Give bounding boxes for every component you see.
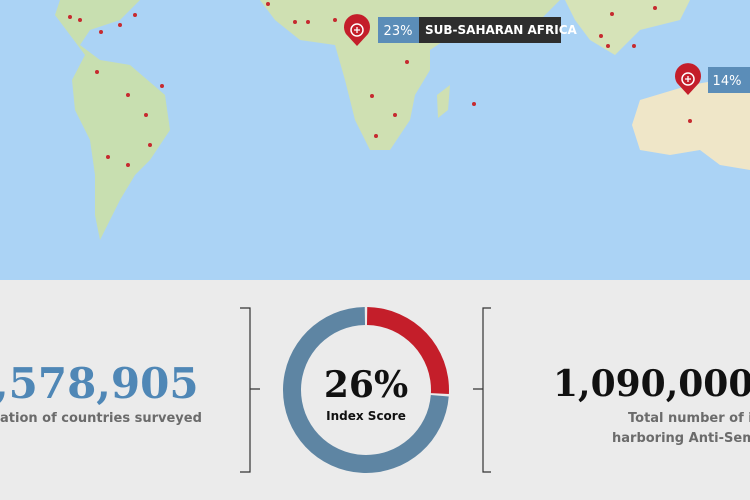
stat-caption: ation of countries surveyed <box>0 411 202 426</box>
score-label: 26% <box>324 364 408 406</box>
marker-percent: 23% <box>384 24 413 39</box>
stat-caption: harboring Anti-Semitic a <box>612 431 750 446</box>
marker-pin[interactable] <box>675 63 702 95</box>
marker-percent: 14% <box>713 74 742 89</box>
bracket <box>473 307 491 473</box>
madagascar <box>437 85 450 118</box>
south-america <box>55 0 170 240</box>
stat-number: 1,090,000 <box>553 363 750 405</box>
bracket <box>240 307 260 473</box>
stat-caption: Total number of indiv <box>628 411 750 426</box>
asia <box>565 0 690 55</box>
donut <box>283 307 449 473</box>
africa <box>260 0 560 150</box>
marker-region-box <box>419 17 561 43</box>
map[interactable]: 23% SUB-SAHARAN AFRICA 14% <box>0 0 750 280</box>
marker-pin[interactable] <box>344 14 370 47</box>
map-dots <box>68 2 692 167</box>
australia <box>632 80 750 170</box>
score-caption: Index Score <box>326 409 406 423</box>
marker-percent-box <box>708 67 750 93</box>
stat-number: ,578,905 <box>0 359 199 408</box>
marker-region: SUB-SAHARAN AFRICA <box>425 23 578 37</box>
marker-percent-box <box>378 17 419 43</box>
donut-segment <box>366 307 449 394</box>
